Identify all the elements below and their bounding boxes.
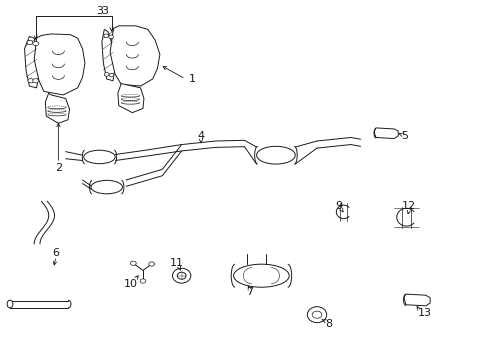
Ellipse shape — [83, 150, 115, 164]
Ellipse shape — [7, 300, 13, 308]
Ellipse shape — [256, 146, 295, 164]
Text: 3: 3 — [101, 5, 107, 15]
Ellipse shape — [307, 307, 326, 323]
Polygon shape — [102, 30, 115, 81]
Text: 5: 5 — [401, 131, 408, 141]
Polygon shape — [373, 128, 397, 139]
Text: 1: 1 — [188, 74, 196, 84]
Text: 4: 4 — [197, 131, 204, 141]
Text: 11: 11 — [169, 258, 183, 268]
Text: 7: 7 — [245, 287, 252, 297]
Circle shape — [311, 311, 321, 318]
Circle shape — [130, 261, 136, 265]
Text: 3: 3 — [96, 5, 103, 15]
Ellipse shape — [233, 264, 288, 287]
Polygon shape — [45, 93, 69, 123]
Text: 10: 10 — [123, 279, 138, 289]
Polygon shape — [118, 84, 143, 113]
Text: 8: 8 — [325, 319, 331, 329]
Circle shape — [104, 73, 109, 76]
Text: 6: 6 — [52, 248, 60, 258]
Circle shape — [148, 262, 154, 266]
Circle shape — [140, 279, 145, 283]
Polygon shape — [34, 34, 85, 95]
Circle shape — [33, 41, 39, 46]
Circle shape — [27, 40, 33, 45]
Polygon shape — [110, 26, 160, 86]
Ellipse shape — [91, 180, 122, 194]
Text: 9: 9 — [334, 201, 342, 211]
Circle shape — [103, 34, 108, 37]
Text: 12: 12 — [401, 201, 415, 211]
Ellipse shape — [172, 268, 190, 283]
Ellipse shape — [177, 272, 185, 279]
Circle shape — [109, 73, 114, 77]
Polygon shape — [24, 36, 39, 88]
Circle shape — [108, 35, 113, 39]
Text: 2: 2 — [55, 163, 62, 172]
Circle shape — [33, 78, 39, 83]
Polygon shape — [403, 294, 429, 306]
Text: 13: 13 — [417, 308, 431, 318]
Circle shape — [28, 78, 34, 83]
